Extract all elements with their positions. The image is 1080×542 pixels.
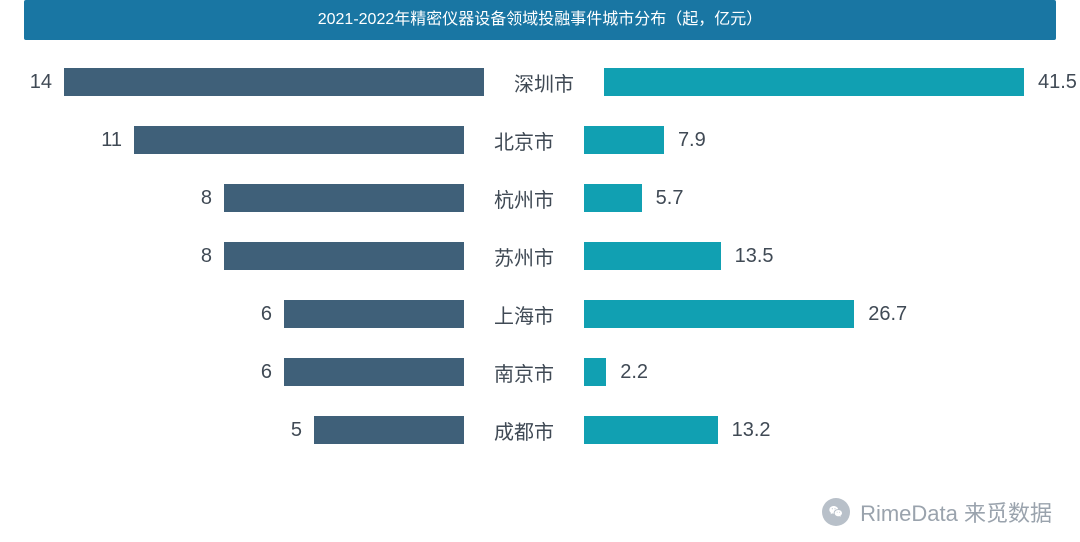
city-label: 上海市 <box>464 300 584 329</box>
right-bar <box>584 358 606 386</box>
right-bar <box>584 184 642 212</box>
city-distribution-chart: 2021-2022年精密仪器设备领域投融事件城市分布（起，亿元） 14 深圳市 41… <box>0 0 1080 542</box>
left-value-label: 6 <box>244 303 272 326</box>
source-watermark: RimeData 来觅数据 <box>822 496 1052 528</box>
left-value-label: 8 <box>184 245 212 268</box>
city-label: 成都市 <box>464 416 584 445</box>
left-value-label: 14 <box>24 71 52 94</box>
right-bar <box>584 126 664 154</box>
right-value-label: 5.7 <box>656 187 684 210</box>
chart-rows: 14深圳市41.511北京市7.98杭州市5.78苏州市13.56上海市26.7… <box>24 68 1056 444</box>
wechat-icon <box>822 498 850 526</box>
left-value-label: 11 <box>94 129 122 152</box>
chart-title: 2021-2022年精密仪器设备领域投融事件城市分布（起，亿元） <box>24 0 1056 40</box>
city-label: 深圳市 <box>484 68 604 97</box>
left-bar <box>224 242 464 270</box>
city-label: 杭州市 <box>464 184 584 213</box>
chart-row: 6 上海市 26.7 <box>24 300 1056 328</box>
left-bar <box>314 416 464 444</box>
right-value-label: 7.9 <box>678 129 706 152</box>
right-bar <box>584 416 718 444</box>
chart-row: 5 成都市 13.2 <box>24 416 1056 444</box>
right-value-label: 41.5 <box>1038 71 1077 94</box>
watermark-text: RimeData 来觅数据 <box>860 496 1052 528</box>
right-value-label: 13.5 <box>735 245 774 268</box>
right-bar <box>584 300 854 328</box>
chart-row: 14深圳市41.5 <box>24 68 1056 96</box>
left-bar <box>284 300 464 328</box>
left-bar <box>284 358 464 386</box>
chart-row: 6 南京市 2.2 <box>24 358 1056 386</box>
right-bar <box>604 68 1024 96</box>
city-label: 北京市 <box>464 126 584 155</box>
city-label: 苏州市 <box>464 242 584 271</box>
city-label: 南京市 <box>464 358 584 387</box>
left-bar <box>224 184 464 212</box>
left-bar <box>64 68 484 96</box>
left-value-label: 8 <box>184 187 212 210</box>
chart-row: 8 苏州市 13.5 <box>24 242 1056 270</box>
right-value-label: 13.2 <box>732 419 771 442</box>
right-value-label: 26.7 <box>868 303 907 326</box>
left-bar <box>134 126 464 154</box>
right-bar <box>584 242 721 270</box>
chart-row: 11 北京市 7.9 <box>24 126 1056 154</box>
right-value-label: 2.2 <box>620 361 648 384</box>
left-value-label: 5 <box>274 419 302 442</box>
chart-row: 8 杭州市 5.7 <box>24 184 1056 212</box>
left-value-label: 6 <box>244 361 272 384</box>
